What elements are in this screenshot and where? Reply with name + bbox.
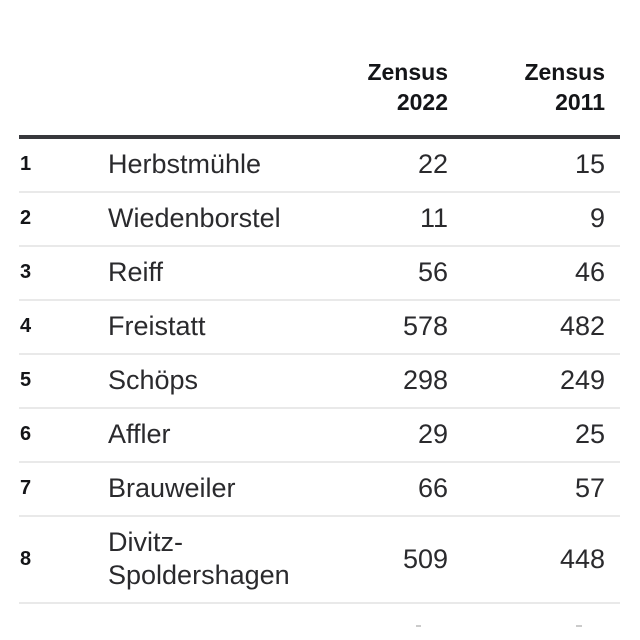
clipped-next-row-digit [576,625,582,627]
header-name-spacer [108,0,300,139]
zensus-2011-cell: 57 [448,461,620,516]
name-cell: Schöps [108,353,300,408]
table-row: 3 Reiff 56 46 [19,245,620,300]
table-row: 2 Wiedenborstel 11 9 [19,191,620,246]
zensus-2022-cell: 66 [300,461,448,516]
column-header-label: Zensus [367,59,448,85]
rank-cell: 5 [19,353,108,408]
zensus-2011-cell: 482 [448,299,620,354]
table-row: 4 Freistatt 578 482 [19,299,620,354]
rank-cell: 4 [19,299,108,354]
name-cell: Brauweiler [108,461,300,516]
zensus-2022-cell: 578 [300,299,448,354]
rank-cell: 6 [19,407,108,462]
column-header-label: 2011 [555,89,605,115]
column-header-zensus-2011: Zensus 2011 [448,0,620,139]
table-row: 5 Schöps 298 249 [19,353,620,408]
header-row: Zensus 2022 Zensus 2011 [19,0,620,139]
rank-cell: 7 [19,461,108,516]
zensus-2011-cell: 25 [448,407,620,462]
rank-cell: 8 [19,515,108,604]
header-rank-spacer [19,0,108,139]
table-header: Zensus 2022 Zensus 2011 [19,0,620,139]
column-header-label: 2022 [396,89,448,115]
zensus-2022-cell: 22 [417,149,448,179]
zensus-2022-cell: 29 [300,407,448,462]
table-row: 8 Divitz-Spoldershagen 509 448 [19,515,620,604]
name-cell: Affler [108,407,300,462]
zensus-2011-cell: 15 [574,149,605,179]
name-cell: Divitz-Spoldershagen [108,515,300,604]
census-table: Zensus 2022 Zensus 2011 1 Herbstmühle 22… [19,0,620,604]
table-row: 6 Affler 29 25 [19,407,620,462]
table-body: 1 Herbstmühle 22 15 2 Wiedenborstel 11 9… [19,137,620,604]
zensus-2011-cell: 249 [448,353,620,408]
name-cell: Reiff [108,245,300,300]
name-cell: Herbstmühle [108,149,262,179]
clipped-next-row-digit [416,625,421,627]
zensus-2022-cell: 509 [300,515,448,604]
rank-cell: 3 [19,245,108,300]
name-cell: Freistatt [108,299,300,354]
zensus-2011-cell: 9 [448,191,620,246]
column-header-zensus-2022: Zensus 2022 [300,0,448,139]
zensus-2011-cell: 448 [448,515,620,604]
zensus-2022-cell: 11 [300,191,448,246]
zensus-2022-cell: 298 [300,353,448,408]
name-cell: Wiedenborstel [108,191,300,246]
rank-cell: 1 [20,153,32,175]
table-row: 1 Herbstmühle 22 15 [19,137,620,192]
zensus-2022-cell: 56 [300,245,448,300]
column-header-label: Zensus [524,59,605,85]
zensus-2011-cell: 46 [448,245,620,300]
table-row: 7 Brauweiler 66 57 [19,461,620,516]
rank-cell: 2 [19,191,108,246]
